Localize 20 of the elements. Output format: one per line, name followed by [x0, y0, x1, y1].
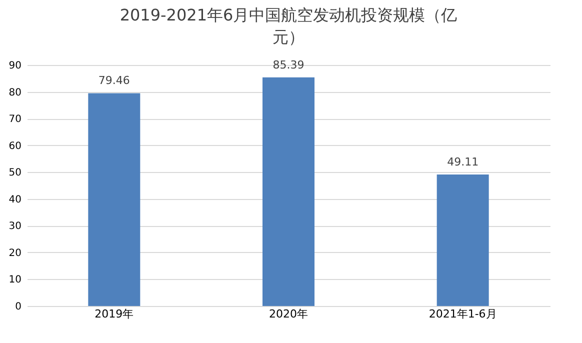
- y-tick-label: 30: [8, 221, 22, 232]
- data-label: 85.39: [272, 58, 304, 72]
- y-tick-label: 40: [8, 194, 22, 206]
- y-tick-label: 50: [8, 168, 22, 179]
- y-tick-label: 90: [8, 60, 22, 72]
- y-tick-label: 70: [8, 114, 22, 126]
- data-label: 79.46: [98, 74, 130, 88]
- x-tick-label: 2020年: [269, 308, 308, 320]
- y-tick-label: 10: [8, 274, 22, 286]
- bar: [436, 174, 489, 306]
- x-tick-label: 2021年1-6月: [428, 308, 497, 320]
- x-tick-label: 2019年: [94, 308, 134, 320]
- chart-title: 2019-2021年6月中国航空发动机投资规模（亿元）: [120, 5, 458, 46]
- y-tick-label: 60: [8, 140, 22, 152]
- bar: [262, 77, 314, 306]
- data-label: 49.11: [447, 155, 479, 168]
- y-tick-label: 20: [8, 248, 22, 259]
- y-tick-label: 0: [15, 302, 22, 312]
- bar: [88, 93, 140, 306]
- y-tick-label: 80: [8, 87, 22, 98]
